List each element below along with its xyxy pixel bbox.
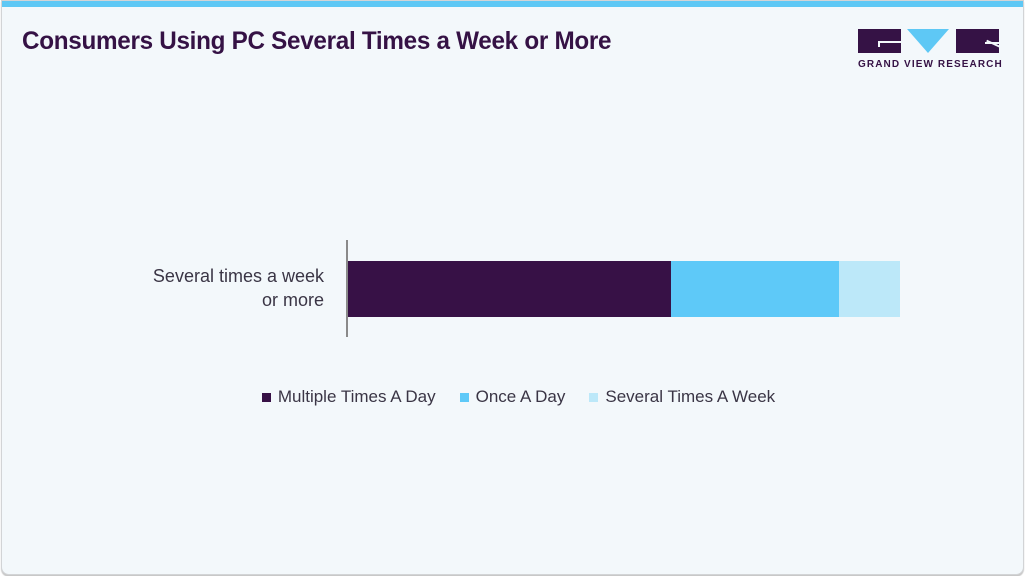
- grand-view-research-logo: GRAND VIEW RESEARCH: [858, 29, 1003, 71]
- legend-item-multiple-times-a-day[interactable]: Multiple Times A Day: [261, 387, 436, 407]
- chart-title: Consumers Using PC Several Times a Week …: [22, 27, 612, 55]
- accent-bar: [2, 1, 1023, 7]
- bar-segment-several-times-a-week[interactable]: [838, 261, 900, 317]
- chart-legend: Multiple Times A Day Once A Day Several …: [2, 387, 1023, 407]
- legend-item-once-a-day[interactable]: Once A Day: [459, 387, 566, 407]
- bar-segment-once-a-day[interactable]: [670, 261, 839, 317]
- logo-v-triangle-icon: [907, 29, 949, 53]
- logo-g-notch-vertical: [878, 41, 880, 47]
- bar-segment-multiple-times-a-day[interactable]: [348, 261, 671, 317]
- legend-swatch-icon: [459, 392, 469, 402]
- logo-r-block-icon: [956, 29, 999, 53]
- logo-g-notch: [878, 41, 901, 43]
- legend-label: Several Times A Week: [605, 387, 776, 406]
- legend-label: Multiple Times A Day: [277, 387, 436, 406]
- legend-label: Once A Day: [475, 387, 566, 406]
- legend-item-several-times-a-week[interactable]: Several Times A Week: [589, 387, 775, 407]
- category-label-line-1: Several times a week: [152, 266, 324, 286]
- stacked-bar: [348, 261, 900, 317]
- y-axis-line: [346, 240, 348, 337]
- logo-text: GRAND VIEW RESEARCH: [858, 59, 1003, 70]
- legend-swatch-icon: [589, 392, 599, 402]
- legend-swatch-icon: [261, 392, 271, 402]
- category-label: Several times a week or more: [102, 264, 324, 312]
- category-label-line-2: or more: [261, 290, 324, 310]
